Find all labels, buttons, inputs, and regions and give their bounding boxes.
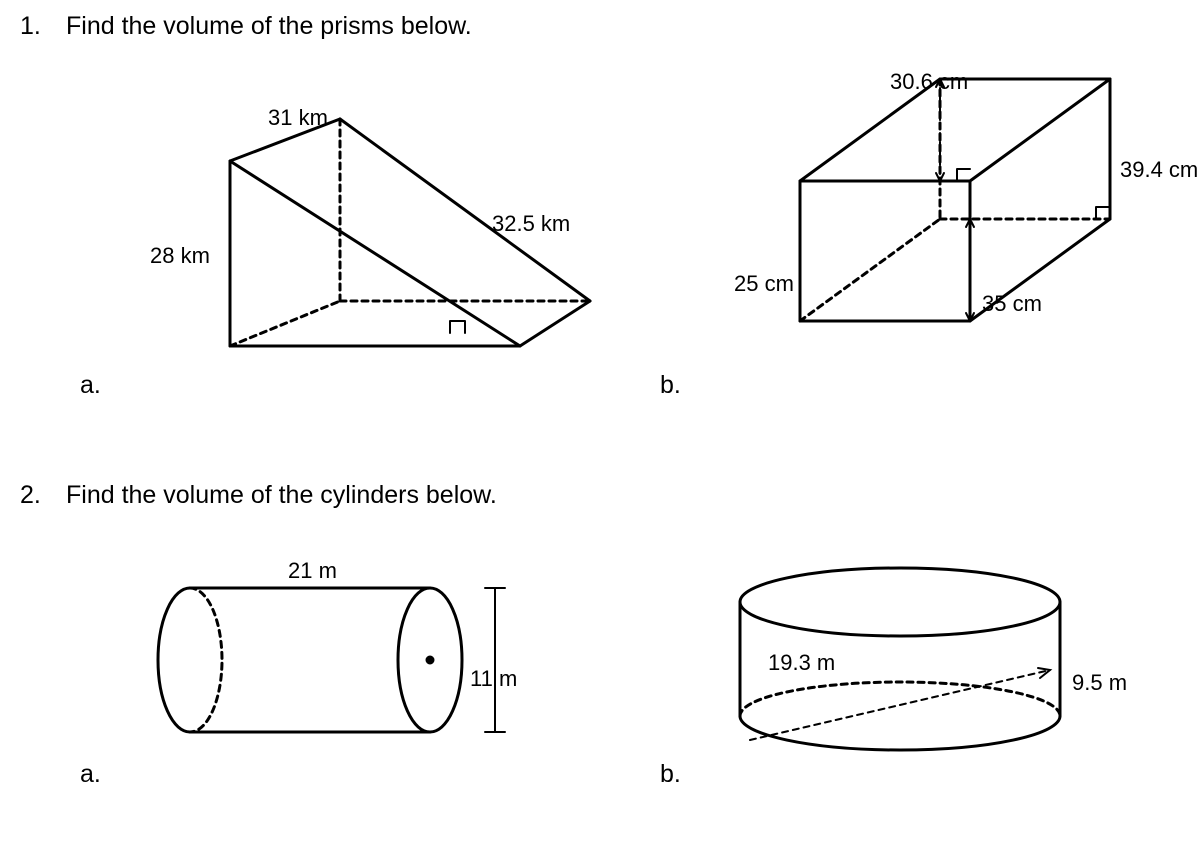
q2a-cell: 21 m 11 m a. — [20, 530, 620, 830]
question-1: 1. Find the volume of the prisms below. — [20, 12, 1180, 41]
q1b-dim-right-upper: 39.4 cm — [1120, 157, 1198, 183]
q1-figures: 31 km 28 km 32.5 km a. — [20, 61, 1180, 441]
q2a-dim-top: 21 m — [288, 558, 337, 584]
q2-number: 2. — [20, 481, 66, 510]
q2b-cell: 19.3 m 9.5 m b. — [620, 530, 1200, 830]
q1-text: Find the volume of the prisms below. — [66, 12, 472, 41]
q1a-dim-right: 32.5 km — [492, 211, 570, 237]
q1b-label: b. — [660, 371, 681, 400]
q2b-label: b. — [660, 760, 681, 789]
q1a-label: a. — [80, 371, 101, 400]
q1a-dim-top: 31 km — [268, 105, 328, 131]
q1b-dim-right-lower: 35 cm — [982, 291, 1042, 317]
q2b-cylinder — [620, 530, 1200, 800]
q1a-cell: 31 km 28 km 32.5 km a. — [20, 61, 620, 441]
q1a-dim-left: 28 km — [150, 243, 210, 269]
q1b-dim-left: 25 cm — [734, 271, 794, 297]
q1b-cell: 30.6 cm 39.4 cm 25 cm 35 cm b. — [620, 61, 1200, 441]
q1b-prism — [620, 61, 1200, 421]
q2b-dim-diag: 19.3 m — [768, 650, 835, 676]
q2a-label: a. — [80, 760, 101, 789]
q2b-dim-right: 9.5 m — [1072, 670, 1127, 696]
q2a-dim-right: 11 m — [470, 666, 517, 692]
q1b-dim-top: 30.6 cm — [890, 69, 968, 95]
q1-number: 1. — [20, 12, 66, 41]
q2-figures: 21 m 11 m a. 19.3 m 9.5 m b. — [20, 530, 1180, 830]
q2-text: Find the volume of the cylinders below. — [66, 481, 497, 510]
question-2: 2. Find the volume of the cylinders belo… — [20, 481, 1180, 510]
